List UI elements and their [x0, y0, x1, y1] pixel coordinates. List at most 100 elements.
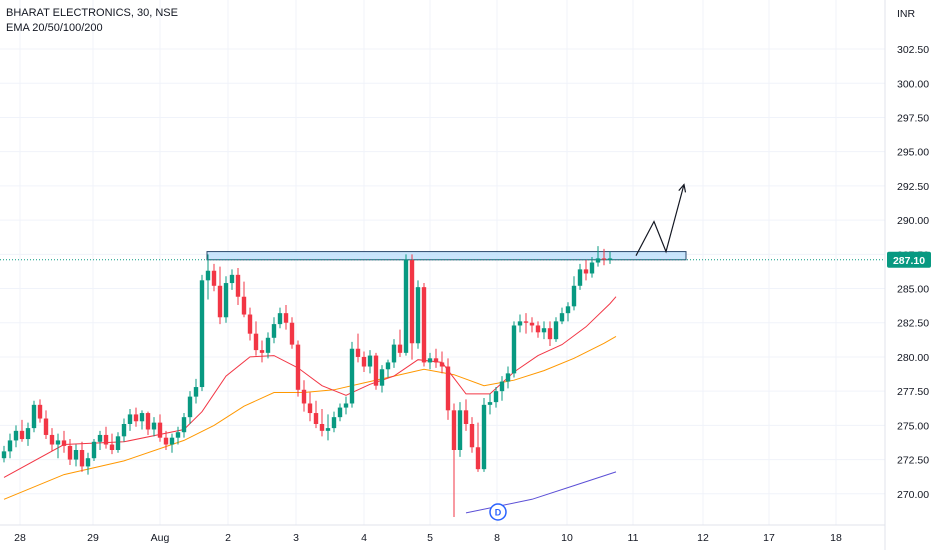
- y-tick-label: 302.50: [897, 44, 929, 56]
- candle-body: [445, 366, 451, 411]
- projection-path: [635, 184, 685, 256]
- candle-body: [187, 396, 193, 418]
- candle-body: [361, 356, 367, 367]
- candle-body: [97, 434, 103, 442]
- x-tick-label: 17: [763, 532, 775, 544]
- candle-body: [49, 434, 55, 445]
- candle-body: [505, 373, 511, 382]
- candle-body: [595, 258, 601, 263]
- candle-body: [91, 441, 97, 459]
- candle-body: [151, 422, 157, 430]
- candle-body: [277, 313, 283, 325]
- candle-body: [79, 450, 85, 467]
- candle-body: [235, 274, 241, 297]
- candle-body: [511, 325, 517, 374]
- x-tick-label: 5: [427, 532, 433, 544]
- y-tick-label: 280.00: [897, 352, 929, 364]
- candle-body: [211, 270, 217, 286]
- candle-body: [229, 274, 235, 284]
- currency-label: INR: [897, 8, 916, 20]
- candle-body: [331, 417, 337, 429]
- candle-body: [313, 413, 319, 424]
- candle-body: [409, 259, 415, 344]
- candle-body: [61, 440, 67, 446]
- candle-body: [523, 321, 529, 323]
- candle-body: [109, 444, 115, 450]
- candle-body: [289, 322, 295, 345]
- candle-body: [475, 447, 481, 470]
- candle-body: [343, 403, 349, 408]
- candle-body: [493, 391, 499, 403]
- candle-body: [571, 285, 577, 307]
- candle-body: [193, 387, 199, 397]
- candle-body: [349, 348, 355, 404]
- candle-body: [415, 287, 421, 344]
- candle-body: [163, 437, 169, 445]
- candle-body: [577, 269, 583, 286]
- symbol-title[interactable]: BHARAT ELECTRONICS, 30, NSE: [6, 7, 178, 19]
- candle-body: [7, 440, 13, 452]
- candle-body: [553, 321, 559, 340]
- candle-body: [67, 445, 73, 460]
- dividend-marker-label: D: [495, 508, 502, 518]
- y-tick-label: 295.00: [897, 147, 929, 159]
- ema-blue-line: [465, 471, 617, 514]
- candle-body: [373, 355, 379, 386]
- candle-body: [565, 306, 571, 314]
- candle-body: [529, 322, 535, 326]
- candle-body: [439, 362, 445, 367]
- candle-body: [223, 283, 229, 318]
- candle-body: [169, 437, 175, 445]
- candle-body: [391, 344, 397, 363]
- x-tick-label: 8: [494, 532, 500, 544]
- y-tick-label: 290.00: [897, 215, 929, 227]
- candle-body: [55, 440, 61, 445]
- candle-body: [589, 262, 595, 274]
- candle-body: [457, 410, 463, 450]
- resistance-zone: [206, 251, 687, 261]
- candle-body: [367, 355, 373, 367]
- x-tick-label: 2: [225, 532, 231, 544]
- arrow-head-icon: [678, 183, 687, 193]
- candle-body: [547, 328, 553, 340]
- y-tick-label: 270.00: [897, 489, 929, 501]
- candle-body: [385, 362, 391, 370]
- candle-body: [319, 424, 325, 431]
- x-tick-label: 4: [361, 532, 367, 544]
- candle-body: [535, 325, 541, 333]
- indicator-label[interactable]: EMA 20/50/100/200: [6, 22, 103, 34]
- candle-body: [25, 428, 31, 440]
- candle-body: [13, 430, 19, 441]
- candle-body: [181, 417, 187, 433]
- candle-body: [499, 381, 505, 392]
- x-tick-label: 3: [293, 532, 299, 544]
- candle-body: [139, 413, 145, 422]
- candle-body: [379, 369, 385, 386]
- candle-body: [217, 285, 223, 318]
- candle-body: [517, 321, 523, 326]
- chart-legend: BHARAT ELECTRONICS, 30, NSE EMA 20/50/10…: [6, 6, 178, 36]
- candle-body: [451, 410, 457, 450]
- candle-body: [127, 414, 133, 424]
- x-tick-label: 18: [830, 532, 842, 544]
- last-price-label: 287.10: [893, 255, 925, 267]
- y-tick-label: 300.00: [897, 78, 929, 90]
- candle-body: [583, 269, 589, 274]
- dividend-marker-icon: [489, 503, 507, 521]
- y-tick-label: 277.50: [897, 386, 929, 398]
- candle-body: [403, 259, 409, 353]
- candle-body: [73, 450, 79, 460]
- candle-body: [607, 258, 613, 260]
- candle-body: [265, 337, 271, 353]
- candle-body: [175, 432, 181, 438]
- candle-body: [199, 280, 205, 388]
- candle-body: [487, 402, 493, 405]
- candle-body: [463, 410, 469, 424]
- candle-body: [205, 270, 211, 281]
- y-tick-label: 272.50: [897, 455, 929, 467]
- ema-red-line: [3, 296, 617, 478]
- x-tick-label: 29: [87, 532, 99, 544]
- candle-body: [301, 389, 307, 404]
- candle-body: [157, 422, 163, 438]
